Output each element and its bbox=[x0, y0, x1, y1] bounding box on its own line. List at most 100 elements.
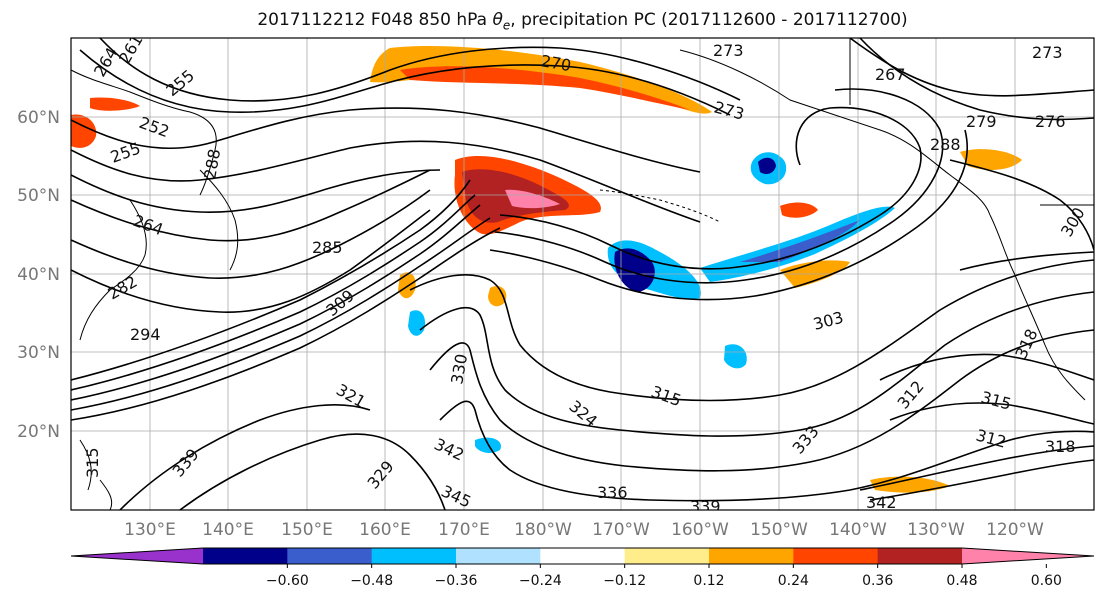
colorbar-tick-label: −0.36 bbox=[435, 573, 478, 589]
contour-line-w bbox=[179, 433, 446, 510]
contour-line-d bbox=[71, 140, 701, 223]
chart-title: 2017112212 F048 850 hPa θe, precipitatio… bbox=[0, 10, 1105, 32]
contour-line-v bbox=[869, 459, 1094, 501]
contour-line-q bbox=[409, 259, 1094, 402]
colorbar-bin bbox=[877, 548, 963, 564]
colorbar-tick-label: −0.12 bbox=[603, 573, 646, 589]
contour-label: 342 bbox=[866, 493, 897, 512]
contour-line-j bbox=[71, 194, 476, 391]
colorbar-extend-min bbox=[71, 548, 203, 564]
colorbar-bin bbox=[793, 548, 879, 564]
y-axis-labels: 60°N 50°N 40°N 30°N 20°N bbox=[17, 108, 60, 442]
x-tick-label: 130°E bbox=[124, 520, 176, 540]
positive-anomaly-east-b bbox=[780, 202, 818, 218]
x-tick-label: 160°E bbox=[359, 520, 411, 540]
x-tick-label: 130°W bbox=[907, 520, 965, 540]
colorbar-tick-label: 0.60 bbox=[1031, 573, 1062, 589]
y-tick-label: 50°N bbox=[17, 186, 60, 206]
coastline-philippines-taiwan bbox=[79, 439, 113, 510]
contour-label: 276 bbox=[1035, 112, 1066, 131]
contour-line-k bbox=[71, 204, 481, 401]
contour-line-e2 bbox=[959, 251, 1094, 271]
contour-line-b bbox=[79, 49, 731, 116]
contour-line-n bbox=[499, 106, 922, 270]
map-layers: 264 261 255 252 255 264 282 294 285 288 … bbox=[71, 38, 1094, 516]
title-symbol: θ bbox=[492, 10, 503, 30]
map-frame bbox=[70, 37, 1095, 511]
contour-line-y bbox=[849, 38, 1094, 97]
colorbar-bin bbox=[203, 548, 288, 564]
contour-label: 315 bbox=[83, 447, 102, 478]
x-tick-label: 140°W bbox=[829, 520, 887, 540]
contour-line-e bbox=[71, 169, 441, 213]
contour-line-e1 bbox=[949, 159, 1094, 251]
colorbar-tick-label: 0.12 bbox=[693, 573, 724, 589]
x-axis-labels: 130°E 140°E 150°E 160°E 170°E 180°W 170°… bbox=[124, 520, 1044, 540]
colorbar-tick-label: 0.36 bbox=[862, 573, 893, 589]
colorbar-bin bbox=[624, 548, 710, 564]
coastline-japan bbox=[199, 169, 239, 271]
positive-anomaly-peak bbox=[505, 189, 560, 209]
negative-anomaly-west-a bbox=[408, 310, 426, 336]
x-tick-label: 120°W bbox=[986, 520, 1044, 540]
contour-line-e4 bbox=[889, 402, 1094, 425]
colorbar-extend-max bbox=[962, 548, 1094, 564]
contour-line-o bbox=[494, 88, 944, 284]
y-tick-label: 30°N bbox=[17, 343, 60, 363]
colorbar-outline bbox=[70, 547, 1095, 565]
contour-label: 339 bbox=[690, 497, 721, 516]
positive-anomaly-arc bbox=[370, 45, 712, 114]
contour-line-f bbox=[71, 169, 431, 242]
contour-label: 273 bbox=[713, 41, 744, 60]
title-subscript: e bbox=[502, 18, 511, 33]
contour-line-r bbox=[419, 291, 1094, 437]
positive-anomaly-arc-core bbox=[400, 66, 690, 110]
x-tick-label: 170°W bbox=[592, 520, 650, 540]
contour-label: 267 bbox=[875, 65, 906, 84]
colorbar-tick-label: −0.60 bbox=[266, 573, 309, 589]
contour-line-g bbox=[71, 189, 431, 279]
contour-line-t bbox=[439, 400, 1094, 502]
title-prefix: 2017112212 F048 850 hPa bbox=[257, 10, 493, 30]
y-tick-label: 40°N bbox=[17, 265, 60, 285]
contour-label: 294 bbox=[130, 325, 161, 344]
positive-anomaly-northeast bbox=[960, 149, 1022, 170]
coastline-asia-northeast bbox=[71, 69, 217, 196]
colorbar-bin bbox=[456, 548, 541, 564]
coastline-north-america-west bbox=[989, 214, 1086, 401]
negative-anomaly-west-b bbox=[724, 344, 747, 369]
y-tick-label: 60°N bbox=[17, 108, 60, 128]
theta-e-contours bbox=[71, 38, 1094, 510]
contour-line-x bbox=[119, 404, 371, 510]
x-tick-label: 170°E bbox=[438, 520, 490, 540]
colorbar: −0.60 −0.48 −0.36 −0.24 −0.12 0.12 0.24 0.36 0.4… bbox=[70, 547, 1095, 589]
colorbar-tick-label: −0.24 bbox=[519, 573, 562, 589]
contour-line-h bbox=[71, 209, 431, 313]
colorbar-tick-label: 0.24 bbox=[778, 573, 809, 589]
contour-line-m bbox=[71, 227, 501, 421]
colorbar-bin bbox=[287, 548, 373, 564]
contour-line-e3 bbox=[879, 353, 1094, 381]
positive-anomaly-sw-streak bbox=[398, 272, 416, 299]
contour-line-a bbox=[99, 38, 741, 102]
x-tick-label: 180°W bbox=[514, 520, 572, 540]
negative-anomaly-gulf-core bbox=[758, 157, 776, 174]
colorbar-bin bbox=[371, 548, 457, 564]
coastline-aleutians bbox=[599, 189, 721, 223]
contour-line-z bbox=[859, 38, 1094, 121]
coastline-korea-china bbox=[79, 199, 147, 341]
coastline-alaska bbox=[679, 49, 991, 216]
x-tick-label: 150°W bbox=[750, 520, 808, 540]
contour-line-s bbox=[429, 329, 1094, 472]
contour-label: 279 bbox=[966, 112, 997, 131]
colorbar-tick-label: −0.48 bbox=[350, 573, 393, 589]
x-tick-label: 140°E bbox=[202, 520, 254, 540]
colorbar-bin bbox=[540, 548, 626, 564]
title-suffix: , precipitation PC (2017112600 - 2017112… bbox=[510, 10, 908, 30]
contour-line-u bbox=[859, 445, 1094, 491]
positive-anomaly-center-south bbox=[488, 285, 507, 307]
y-tick-label: 20°N bbox=[17, 422, 60, 442]
positive-anomaly-nw-coast bbox=[90, 97, 140, 111]
contour-line-i bbox=[71, 179, 471, 381]
